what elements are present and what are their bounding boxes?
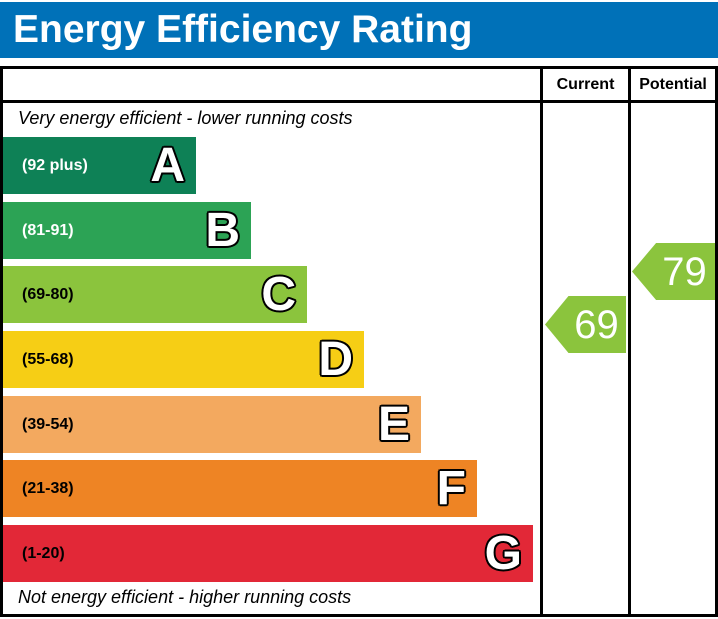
band-letter: C bbox=[260, 267, 297, 321]
band-letter: E bbox=[377, 397, 412, 451]
band-row: (81-91) B bbox=[3, 202, 251, 259]
band-row: (55-68) D bbox=[3, 331, 364, 388]
chart-title: Energy Efficiency Rating bbox=[13, 8, 473, 51]
rating-table: Current Potential Very energy efficient … bbox=[0, 66, 718, 617]
title-bar: Energy Efficiency Rating bbox=[0, 2, 718, 58]
current-rating-marker: 69 bbox=[545, 296, 626, 353]
bottom-note: Not energy efficient - higher running co… bbox=[18, 587, 352, 607]
band-range-label: (39-54) bbox=[22, 415, 74, 433]
band-range-label: (55-68) bbox=[22, 350, 74, 368]
band-row: (39-54) E bbox=[3, 396, 421, 453]
potential-column-header: Potential bbox=[639, 75, 707, 93]
current-rating-value: 69 bbox=[574, 302, 619, 347]
potential-rating-marker: 79 bbox=[632, 243, 715, 300]
column-divider-potential bbox=[628, 69, 631, 614]
band-row: (92 plus) A bbox=[3, 137, 196, 194]
header-divider bbox=[3, 100, 715, 103]
band-letter: G bbox=[483, 526, 523, 580]
band-letter: B bbox=[204, 203, 241, 257]
band-letter: A bbox=[149, 138, 186, 192]
column-divider-current bbox=[540, 69, 543, 614]
potential-rating-value: 79 bbox=[662, 249, 707, 294]
current-column-header: Current bbox=[556, 75, 615, 93]
band-range-label: (1-20) bbox=[22, 544, 65, 562]
band-letter: F bbox=[435, 461, 467, 515]
band-row: (69-80) C bbox=[3, 266, 307, 323]
top-note: Very energy efficient - lower running co… bbox=[18, 108, 353, 128]
band-letter: D bbox=[317, 332, 354, 386]
band-row: (21-38) F bbox=[3, 460, 477, 517]
band-range-label: (92 plus) bbox=[22, 156, 88, 174]
band-range-label: (69-80) bbox=[22, 285, 74, 303]
band-range-label: (21-38) bbox=[22, 479, 74, 497]
band-row: (1-20) G bbox=[3, 525, 533, 582]
band-range-label: (81-91) bbox=[22, 221, 74, 239]
